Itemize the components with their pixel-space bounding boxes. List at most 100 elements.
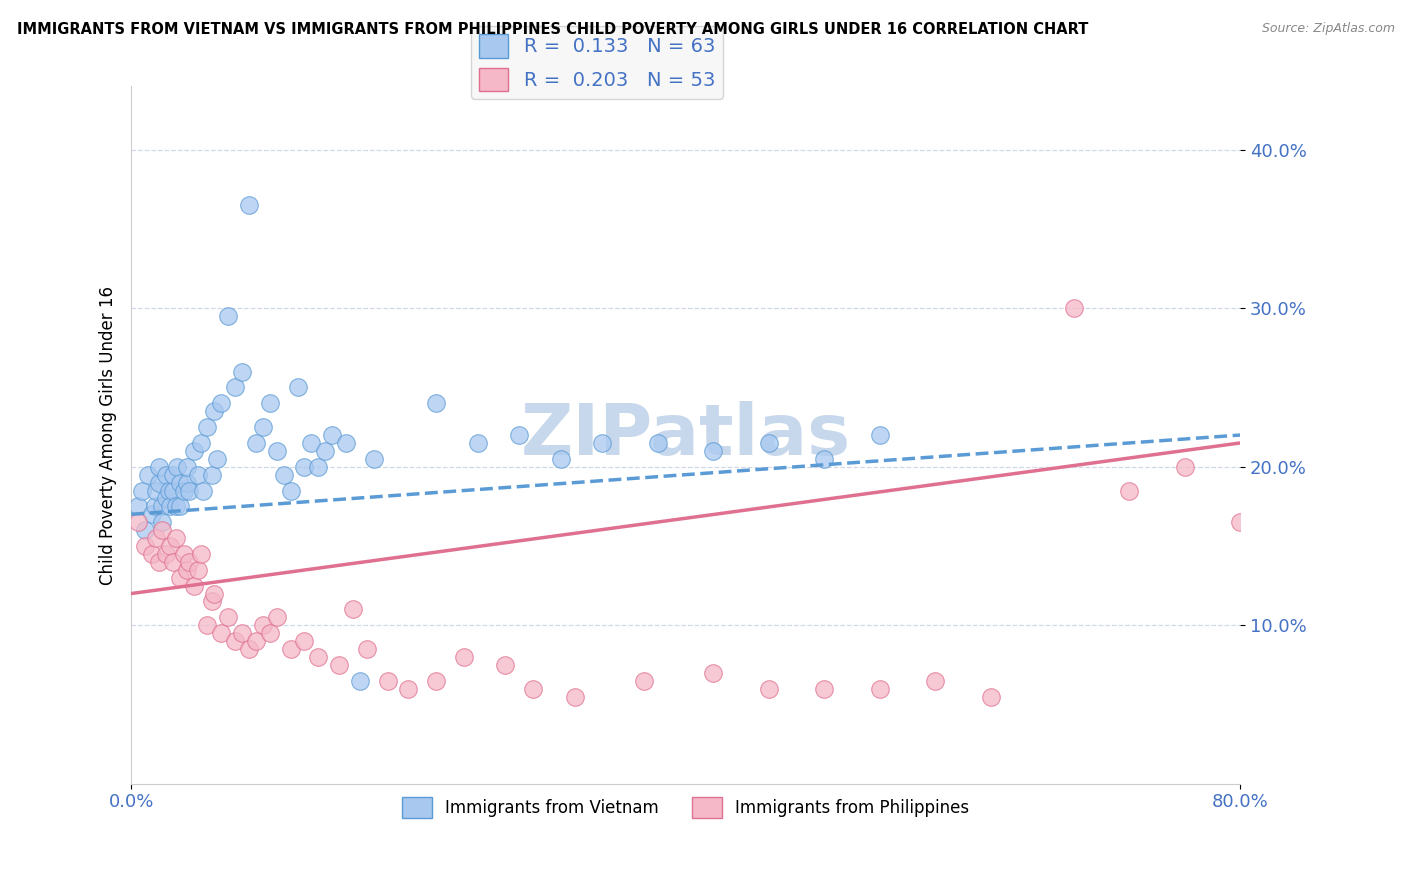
Point — [1063, 301, 1085, 316]
Point — [758, 436, 780, 450]
Point — [127, 515, 149, 529]
Point — [280, 642, 302, 657]
Point — [342, 602, 364, 616]
Point — [647, 436, 669, 450]
Point — [980, 690, 1002, 704]
Point — [166, 459, 188, 474]
Point — [183, 443, 205, 458]
Point — [425, 673, 447, 688]
Point — [924, 673, 946, 688]
Point — [197, 420, 219, 434]
Point — [179, 555, 201, 569]
Point — [193, 483, 215, 498]
Point — [134, 539, 156, 553]
Point — [869, 681, 891, 696]
Point — [508, 428, 530, 442]
Point — [869, 428, 891, 442]
Y-axis label: Child Poverty Among Girls Under 16: Child Poverty Among Girls Under 16 — [100, 285, 117, 584]
Point — [209, 626, 232, 640]
Point — [162, 467, 184, 482]
Legend: Immigrants from Vietnam, Immigrants from Philippines: Immigrants from Vietnam, Immigrants from… — [395, 790, 976, 824]
Point — [299, 436, 322, 450]
Point — [245, 634, 267, 648]
Point — [813, 681, 835, 696]
Point — [377, 673, 399, 688]
Point — [162, 483, 184, 498]
Point — [425, 396, 447, 410]
Point — [592, 436, 614, 450]
Point — [157, 483, 180, 498]
Point — [217, 309, 239, 323]
Text: IMMIGRANTS FROM VIETNAM VS IMMIGRANTS FROM PHILIPPINES CHILD POVERTY AMONG GIRLS: IMMIGRANTS FROM VIETNAM VS IMMIGRANTS FR… — [17, 22, 1088, 37]
Point — [224, 380, 246, 394]
Point — [201, 594, 224, 608]
Point — [453, 649, 475, 664]
Point — [217, 610, 239, 624]
Point — [259, 626, 281, 640]
Point — [176, 459, 198, 474]
Point — [1229, 515, 1251, 529]
Point — [1118, 483, 1140, 498]
Point — [294, 459, 316, 474]
Point — [176, 475, 198, 490]
Point — [143, 500, 166, 514]
Point — [136, 467, 159, 482]
Point — [363, 451, 385, 466]
Point — [201, 467, 224, 482]
Point — [148, 459, 170, 474]
Point — [169, 571, 191, 585]
Point — [349, 673, 371, 688]
Point — [328, 657, 350, 672]
Point — [245, 436, 267, 450]
Point — [159, 500, 181, 514]
Point — [356, 642, 378, 657]
Point — [165, 500, 187, 514]
Point — [522, 681, 544, 696]
Point — [564, 690, 586, 704]
Point — [398, 681, 420, 696]
Point — [141, 547, 163, 561]
Point — [148, 475, 170, 490]
Point — [150, 523, 173, 537]
Point — [155, 467, 177, 482]
Point — [335, 436, 357, 450]
Point — [183, 579, 205, 593]
Point — [467, 436, 489, 450]
Point — [176, 563, 198, 577]
Point — [259, 396, 281, 410]
Point — [148, 555, 170, 569]
Point — [127, 500, 149, 514]
Point — [187, 563, 209, 577]
Point — [190, 547, 212, 561]
Point — [209, 396, 232, 410]
Text: Source: ZipAtlas.com: Source: ZipAtlas.com — [1261, 22, 1395, 36]
Point — [633, 673, 655, 688]
Point — [294, 634, 316, 648]
Point — [287, 380, 309, 394]
Point — [307, 459, 329, 474]
Point — [165, 531, 187, 545]
Point — [145, 531, 167, 545]
Point — [187, 467, 209, 482]
Point — [202, 586, 225, 600]
Point — [173, 547, 195, 561]
Point — [758, 681, 780, 696]
Point — [231, 365, 253, 379]
Point — [134, 523, 156, 537]
Point — [550, 451, 572, 466]
Point — [238, 642, 260, 657]
Point — [169, 475, 191, 490]
Point — [155, 547, 177, 561]
Point — [169, 500, 191, 514]
Point — [159, 539, 181, 553]
Point — [252, 618, 274, 632]
Point — [266, 443, 288, 458]
Point — [813, 451, 835, 466]
Point — [145, 483, 167, 498]
Text: ZIPatlas: ZIPatlas — [520, 401, 851, 469]
Point — [321, 428, 343, 442]
Point — [155, 491, 177, 506]
Point — [173, 483, 195, 498]
Point — [702, 443, 724, 458]
Point — [495, 657, 517, 672]
